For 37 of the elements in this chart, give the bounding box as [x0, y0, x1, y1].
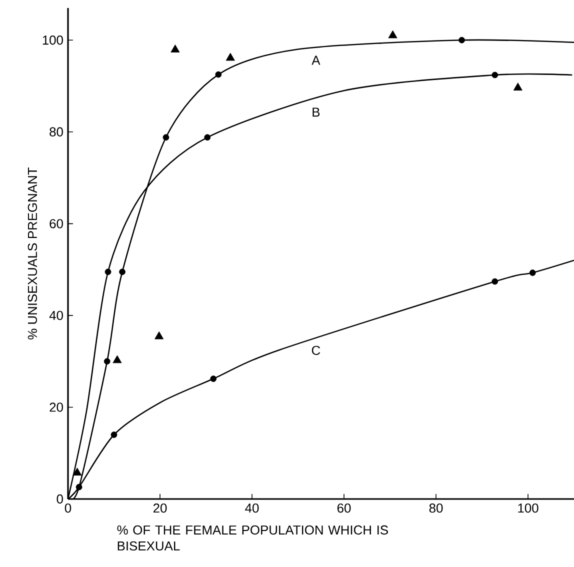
point: [226, 52, 235, 61]
point: [119, 268, 126, 276]
point: [162, 134, 170, 141]
y-tick-label: 80: [50, 127, 63, 136]
y-tick-label: 20: [50, 402, 63, 412]
point: [492, 278, 498, 285]
point: [513, 82, 522, 91]
point: [204, 134, 211, 141]
point: [492, 72, 498, 78]
point: [529, 270, 536, 276]
point: [210, 376, 217, 382]
point: [104, 358, 110, 365]
point: [154, 331, 164, 340]
point: [110, 432, 118, 438]
series-label: B: [312, 108, 320, 117]
point: [72, 468, 82, 476]
point: [76, 484, 82, 490]
series-label: A: [312, 56, 320, 65]
x-tick-label: 80: [429, 504, 443, 513]
series-label: C: [312, 346, 320, 355]
x-tick-label: 60: [337, 504, 351, 513]
y-tick-label: 100: [42, 36, 63, 45]
x-tick-label: 100: [518, 504, 538, 513]
x-axis-title: % OF THE FEMALE POPULATION WHICH IS BISEXUAL: [117, 525, 388, 551]
x-tick-label: 40: [245, 504, 259, 513]
y-axis-title: % UNISEXUALS PREGNANT: [28, 167, 38, 340]
y-tick-label: 60: [50, 219, 63, 228]
y-tick-label: 0: [56, 494, 63, 504]
point: [112, 355, 122, 364]
point: [215, 71, 222, 78]
point: [170, 44, 180, 52]
x-tick-label: 20: [153, 504, 167, 513]
point: [388, 30, 398, 38]
point: [458, 36, 465, 44]
point: [104, 268, 112, 276]
x-tick-label: 0: [64, 504, 72, 513]
y-tick-label: 40: [49, 310, 63, 320]
